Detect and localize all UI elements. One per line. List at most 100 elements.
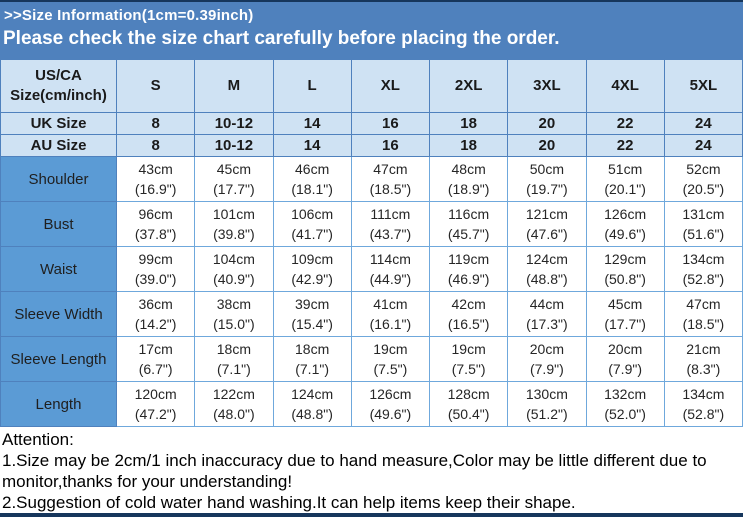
measurement-cm-value: 109cm xyxy=(291,250,334,267)
size-column-header: XL xyxy=(350,59,431,113)
measurement-value-cell: 134cm (52.8") xyxy=(663,381,743,427)
measurement-cm-value: 20cm xyxy=(608,340,643,357)
measurement-inch-value: (41.7") xyxy=(291,226,333,242)
measurement-value-cell: 122cm (48.0") xyxy=(194,381,274,427)
measurement-value-cell: 130cm (51.2") xyxy=(507,381,587,427)
measurement-value-cell: 124cm (48.8") xyxy=(272,381,352,427)
measurement-inch-value: (47.6") xyxy=(526,226,568,242)
measurement-value-cell: 128cm (50.4") xyxy=(428,381,509,427)
size-info-banner: >>Size Information(1cm=0.39inch) Please … xyxy=(0,0,743,59)
measurement-cm-value: 130cm xyxy=(525,385,568,402)
measurement-cm-value: 42cm xyxy=(451,295,486,312)
measurement-inch-value: (7.1") xyxy=(295,361,329,377)
measurement-value-cell: 104cm (40.9") xyxy=(194,246,274,292)
measurement-inch-value: (18.9") xyxy=(447,181,490,197)
size-chart-notice: Please check the size chart carefully be… xyxy=(3,28,560,49)
attention-title: Attention: xyxy=(2,430,74,449)
measurement-inch-value: (49.6") xyxy=(604,226,646,242)
measurement-inch-value: (52.8") xyxy=(682,271,725,287)
measurement-row-label: Sleeve Width xyxy=(0,291,117,337)
measurement-row-label: Length xyxy=(0,381,117,427)
measurement-value-cell: 116cm (45.7") xyxy=(428,201,509,247)
measurement-cm-value: 19cm xyxy=(451,340,486,357)
measurement-value-cell: 21cm (8.3") xyxy=(663,336,743,382)
measurement-cm-value: 111cm xyxy=(370,205,411,222)
size-value-cell: 20 xyxy=(507,134,587,157)
measurement-inch-value: (16.1") xyxy=(369,316,412,332)
measurement-cm-value: 20cm xyxy=(529,340,564,357)
measurement-value-cell: 101cm (39.8") xyxy=(194,201,274,247)
measurement-row: Sleeve Width 36cm (14.2") 38cm (15.0") 39cm (1… xyxy=(0,291,743,337)
measurement-value-cell: 18cm (7.1") xyxy=(194,336,274,382)
measurement-value-cell: 124cm (48.8") xyxy=(507,246,587,292)
measurement-inch-value: (19.7") xyxy=(526,181,568,197)
measurement-value-cell: 36cm (14.2") xyxy=(115,291,196,337)
measurement-value-cell: 47cm (18.5") xyxy=(350,156,431,202)
measurement-inch-value: (51.6") xyxy=(682,226,725,242)
measurement-inch-value: (17.7") xyxy=(604,316,646,332)
attention-section: Attention: 1.Size may be 2cm/1 inch inac… xyxy=(0,427,743,513)
size-column-header: L xyxy=(272,59,352,113)
measurement-inch-value: (42.9") xyxy=(291,271,333,287)
measurement-inch-value: (7.5") xyxy=(451,361,486,377)
corner-header-cell: US/CA Size(cm/inch) xyxy=(0,59,117,113)
measurement-inch-value: (16.9") xyxy=(134,181,177,197)
measurement-cm-value: 50cm xyxy=(529,160,564,177)
measurement-inch-value: (51.2") xyxy=(526,406,568,422)
table-header-row: US/CA Size(cm/inch) S M L XL 2XL 3XL 4XL 5XL xyxy=(0,59,743,113)
measurement-cm-value: 124cm xyxy=(291,385,334,402)
measurement-inch-value: (18.5") xyxy=(682,316,725,332)
measurement-inch-value: (49.6") xyxy=(369,406,412,422)
measurement-cm-value: 131cm xyxy=(682,205,725,222)
size-value-cell: 24 xyxy=(663,134,743,157)
measurement-cm-value: 99cm xyxy=(138,250,173,267)
measurement-cm-value: 19cm xyxy=(373,340,408,357)
measurement-row: Bust 96cm (37.8") 101cm (39.8") 106cm (41.7") 1… xyxy=(0,201,743,247)
measurement-value-cell: 46cm (18.1") xyxy=(272,156,352,202)
measurement-cm-value: 134cm xyxy=(682,250,725,267)
measurement-value-cell: 50cm (19.7") xyxy=(507,156,587,202)
measurement-cm-value: 120cm xyxy=(134,385,177,402)
measurement-cm-value: 39cm xyxy=(295,295,330,312)
measurement-value-cell: 121cm (47.6") xyxy=(507,201,587,247)
attention-note-1: 1.Size may be 2cm/1 inch inaccuracy due … xyxy=(2,451,707,491)
measurement-value-cell: 134cm (52.8") xyxy=(663,246,743,292)
measurement-value-cell: 131cm (51.6") xyxy=(663,201,743,247)
measurement-cm-value: 47cm xyxy=(373,160,408,177)
measurement-value-cell: 20cm (7.9") xyxy=(585,336,665,382)
size-value-cell: 16 xyxy=(350,134,431,157)
measurement-row-label: Waist xyxy=(0,246,117,292)
measurement-inch-value: (44.9") xyxy=(369,271,412,287)
measurement-cm-value: 128cm xyxy=(447,385,490,402)
measurement-cm-value: 134cm xyxy=(682,385,725,402)
size-value-cell: 22 xyxy=(585,134,665,157)
measurement-inch-value: (48.0") xyxy=(213,406,255,422)
measurement-row-label: Shoulder xyxy=(0,156,117,202)
measurement-inch-value: (46.9") xyxy=(447,271,490,287)
measurement-inch-value: (50.4") xyxy=(447,406,490,422)
measurement-inch-value: (20.5") xyxy=(682,181,725,197)
measurement-value-cell: 129cm (50.8") xyxy=(585,246,665,292)
measurement-inch-value: (15.4") xyxy=(291,316,333,332)
measurement-inch-value: (16.5") xyxy=(447,316,490,332)
size-column-header: 4XL xyxy=(585,59,665,113)
measurement-cm-value: 45cm xyxy=(608,295,643,312)
measurement-inch-value: (7.5") xyxy=(373,361,408,377)
measurement-cm-value: 51cm xyxy=(608,160,643,177)
size-value-cell: 14 xyxy=(272,134,352,157)
size-value-cell: 8 xyxy=(115,134,196,157)
measurement-inch-value: (40.9") xyxy=(213,271,255,287)
measurement-cm-value: 48cm xyxy=(451,160,486,177)
size-chart-table: US/CA Size(cm/inch) S M L XL 2XL 3XL 4XL 5XL UK S… xyxy=(0,59,743,427)
measurement-cm-value: 122cm xyxy=(212,385,255,402)
size-column-header: 3XL xyxy=(507,59,587,113)
size-column-header: 5XL xyxy=(663,59,743,113)
measurement-cm-value: 47cm xyxy=(686,295,721,312)
measurement-inch-value: (17.3") xyxy=(526,316,568,332)
measurement-cm-value: 126cm xyxy=(369,385,412,402)
measurement-value-cell: 47cm (18.5") xyxy=(663,291,743,337)
measurement-inch-value: (18.5") xyxy=(369,181,412,197)
size-row: AU Size 8 10-12 14 16 18 20 22 24 xyxy=(0,134,743,157)
measurement-value-cell: 19cm (7.5") xyxy=(428,336,509,382)
measurement-cm-value: 36cm xyxy=(138,295,173,312)
